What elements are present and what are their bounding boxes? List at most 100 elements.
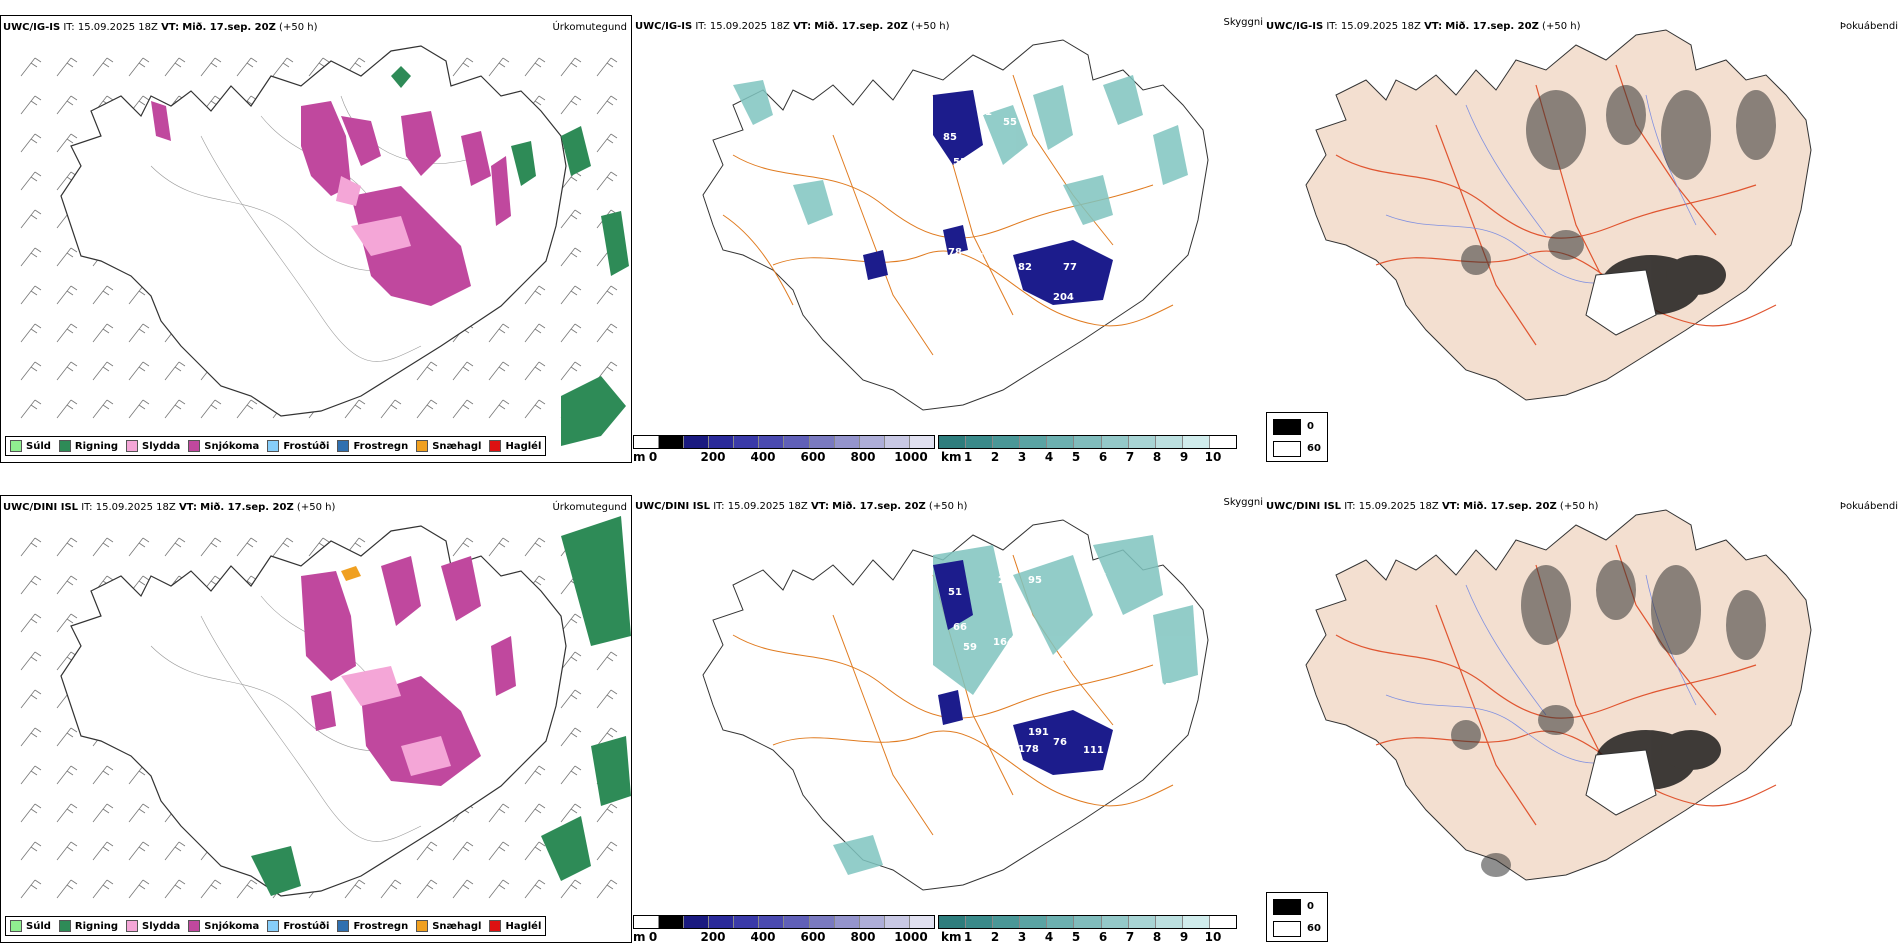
wind-barb [20, 285, 42, 305]
wind-barb [596, 171, 618, 191]
valid-time: Mið. 17.sep. 20Z [200, 502, 294, 513]
wind-barb [56, 765, 78, 785]
valid-time: Mið. 17.sep. 20Z [182, 22, 276, 33]
vis-value-label: 570 [1063, 777, 1084, 788]
panel-header: UWC/DINI ISL IT: 15.09.2025 18Z VT: Mið.… [1266, 501, 1598, 513]
wind-barb [20, 57, 42, 77]
wind-barb [596, 841, 618, 861]
colorbar-cell [759, 436, 785, 448]
vis-m-colorbar [633, 915, 935, 929]
colorbar-cell [1128, 916, 1156, 928]
legend-label: Frostúði [283, 920, 330, 932]
colorbar-cell [784, 436, 810, 448]
legend-item: Súld [10, 920, 51, 932]
wind-barb [92, 361, 114, 381]
precip-type-legend: Súld Rigning Slydda Snjókoma Frostúði Fr… [5, 916, 547, 936]
legend-swatch [10, 440, 22, 452]
model-name: UWC/IG-IS [1266, 21, 1324, 32]
wind-barb [56, 879, 78, 899]
colorbar-cell [884, 436, 910, 448]
legend-label: Frostregn [353, 440, 409, 452]
wind-barb [560, 285, 582, 305]
legend-item: Rigning [58, 440, 119, 452]
legend-label: Frostregn [353, 920, 409, 932]
legend-label: 60 [1307, 443, 1321, 454]
legend-item: Frostregn [337, 920, 408, 932]
wind-barb [236, 537, 258, 557]
colorbar-cell [993, 436, 1021, 448]
legend-item: Haglél [489, 440, 541, 452]
wind-barb [56, 323, 78, 343]
wind-barb [20, 399, 42, 419]
wind-barb [56, 57, 78, 77]
wind-barb [524, 285, 546, 305]
tick-label: 10 [1204, 450, 1222, 463]
field-name: Úrkomutegund [552, 22, 627, 33]
wind-barb [488, 841, 510, 861]
wind-barb [560, 879, 582, 899]
tick-label: 0 [648, 450, 658, 463]
wind-barb [56, 247, 78, 267]
tick-label: 3 [1017, 450, 1027, 463]
colorbar-cell [1047, 916, 1075, 928]
wind-barb [128, 537, 150, 557]
wind-barb [128, 841, 150, 861]
wind-barb [416, 361, 438, 381]
colorbar-cell [1101, 436, 1129, 448]
vis-value-label: 233 [993, 727, 1014, 738]
wind-barb [56, 95, 78, 115]
wind-barb [56, 841, 78, 861]
tick-label: 200 [700, 930, 726, 943]
field-name: Þokuábendi [1839, 501, 1898, 512]
tick-label: 600 [800, 930, 826, 943]
tick-label: 8 [1152, 930, 1162, 943]
colorbar-cell [659, 916, 685, 928]
legend-swatch [267, 440, 280, 452]
wind-barb [488, 879, 510, 899]
wind-barb [20, 575, 42, 595]
legend-label: Súld [26, 920, 51, 932]
valid-time: Mið. 17.sep. 20Z [814, 21, 908, 32]
wind-barb [20, 95, 42, 115]
vis-value-label: 50 [998, 167, 1012, 178]
precip-type-panel-top: UWC/IG-IS IT: 15.09.2025 18Z VT: Mið. 17… [0, 15, 632, 463]
tick-label: 0 [648, 930, 658, 943]
vis-value-label: 51 [948, 587, 962, 598]
colorbar-cell [1155, 436, 1183, 448]
colorbar-cell [939, 436, 967, 448]
legend-swatch [126, 440, 139, 452]
legend-swatch [188, 920, 201, 932]
visibility-panel-top: 535 200 21 55 85 53 100 50 10 262 108 19… [633, 15, 1265, 463]
field-name: Úrkomutegund [552, 502, 627, 513]
vis-km-colorbar [938, 435, 1237, 449]
tick-label: 7 [1125, 930, 1135, 943]
wind-barb [380, 879, 402, 899]
wind-barb [488, 361, 510, 381]
vis-m-unit: m [633, 450, 646, 463]
colorbar-cell [834, 916, 860, 928]
vis-value-label: 30 [1058, 657, 1072, 668]
wind-barb [164, 841, 186, 861]
legend-label: 0 [1307, 901, 1314, 912]
colorbar-cell [1182, 916, 1210, 928]
legend-item: Súld [10, 440, 51, 452]
vis-value-label: 200 [1093, 117, 1114, 128]
vis-value-label: 77 [1063, 262, 1077, 273]
wind-barb [596, 651, 618, 671]
wind-barb [596, 689, 618, 709]
legend-label: Rigning [74, 440, 119, 452]
wind-barb [596, 727, 618, 747]
wind-barb [20, 209, 42, 229]
vis-value-label: 13 [1053, 692, 1067, 703]
init-time: 15.09.2025 18Z [77, 22, 158, 33]
vis-km-ticks: 1 2 3 4 5 6 7 8 9 10 [938, 450, 1235, 463]
wind-barb [272, 537, 294, 557]
tick-label: 1 [963, 450, 973, 463]
wind-barb [92, 841, 114, 861]
legend-swatch [126, 920, 139, 932]
it-label: IT: [81, 502, 93, 513]
wind-barb [20, 133, 42, 153]
wind-barb [20, 803, 42, 823]
tick-label: 200 [700, 450, 726, 463]
tick-label: 2 [990, 450, 1000, 463]
